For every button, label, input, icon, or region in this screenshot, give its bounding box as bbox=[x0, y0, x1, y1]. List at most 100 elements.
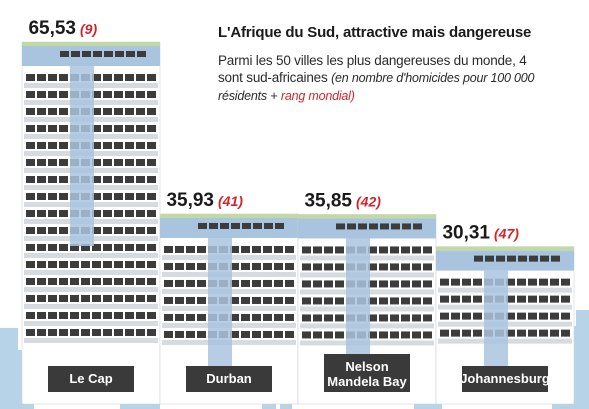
window bbox=[230, 313, 239, 321]
window bbox=[147, 193, 156, 200]
roof-window bbox=[93, 51, 102, 57]
window bbox=[103, 159, 112, 166]
roof-window bbox=[71, 51, 80, 57]
window bbox=[147, 261, 156, 268]
window bbox=[114, 210, 123, 217]
window bbox=[423, 263, 432, 271]
building-bar: 35,93 (41) Durban bbox=[159, 190, 299, 405]
window bbox=[136, 159, 145, 166]
window bbox=[252, 245, 261, 253]
window bbox=[114, 91, 123, 98]
window bbox=[81, 312, 90, 319]
window bbox=[412, 297, 421, 305]
window bbox=[379, 297, 388, 305]
window bbox=[136, 142, 145, 149]
roof-window-strip bbox=[198, 222, 284, 229]
window bbox=[368, 314, 377, 322]
window bbox=[263, 330, 272, 338]
window bbox=[561, 295, 570, 303]
window bbox=[517, 329, 526, 337]
window bbox=[197, 279, 206, 287]
window bbox=[125, 176, 134, 183]
window bbox=[506, 278, 515, 286]
window bbox=[48, 261, 57, 268]
window bbox=[186, 262, 195, 270]
window bbox=[103, 125, 112, 132]
floor-stripe bbox=[24, 287, 158, 292]
window bbox=[175, 296, 184, 304]
window bbox=[462, 295, 471, 303]
window bbox=[263, 262, 272, 270]
window bbox=[451, 329, 460, 337]
window bbox=[48, 91, 57, 98]
window bbox=[401, 297, 410, 305]
window bbox=[335, 314, 344, 322]
window bbox=[230, 296, 239, 304]
window bbox=[412, 314, 421, 322]
window bbox=[136, 261, 145, 268]
window bbox=[136, 278, 145, 285]
window bbox=[368, 280, 377, 288]
window bbox=[252, 296, 261, 304]
roof-window bbox=[60, 51, 69, 57]
building-roof-stripe bbox=[160, 213, 298, 218]
window bbox=[175, 313, 184, 321]
window bbox=[70, 295, 79, 302]
window bbox=[136, 125, 145, 132]
window bbox=[539, 278, 548, 286]
window bbox=[92, 295, 101, 302]
window bbox=[48, 125, 57, 132]
window bbox=[440, 329, 449, 337]
window bbox=[37, 210, 46, 217]
window bbox=[92, 261, 101, 268]
window bbox=[451, 312, 460, 320]
window bbox=[550, 329, 559, 337]
rank-label: (47) bbox=[494, 226, 519, 242]
window bbox=[59, 227, 68, 234]
window bbox=[26, 159, 35, 166]
window bbox=[136, 108, 145, 115]
window bbox=[539, 295, 548, 303]
window bbox=[561, 312, 570, 320]
value-label: 35,85 bbox=[304, 190, 352, 211]
window bbox=[103, 278, 112, 285]
window bbox=[136, 176, 145, 183]
window bbox=[517, 295, 526, 303]
window bbox=[70, 278, 79, 285]
window bbox=[324, 297, 333, 305]
window bbox=[48, 227, 57, 234]
window bbox=[313, 280, 322, 288]
category-label: Mandela Bay bbox=[327, 374, 407, 389]
window bbox=[59, 278, 68, 285]
window bbox=[26, 108, 35, 115]
window bbox=[114, 125, 123, 132]
category-label: Le Cap bbox=[69, 371, 112, 386]
window bbox=[285, 330, 294, 338]
roof-window-strip bbox=[336, 223, 422, 230]
building-column bbox=[70, 66, 94, 246]
window bbox=[37, 142, 46, 149]
window bbox=[302, 331, 311, 339]
window bbox=[241, 279, 250, 287]
window bbox=[412, 331, 421, 339]
window bbox=[26, 142, 35, 149]
roof-window bbox=[380, 223, 389, 230]
window bbox=[175, 330, 184, 338]
window bbox=[401, 280, 410, 288]
window bbox=[164, 296, 173, 304]
window bbox=[462, 278, 471, 286]
window bbox=[324, 263, 333, 271]
window bbox=[274, 313, 283, 321]
window bbox=[147, 159, 156, 166]
window bbox=[136, 244, 145, 251]
window bbox=[59, 91, 68, 98]
window bbox=[136, 329, 145, 336]
window bbox=[423, 246, 432, 254]
roof-window-strip bbox=[60, 51, 146, 57]
window bbox=[125, 142, 134, 149]
building-column bbox=[208, 237, 232, 368]
value-label: 30,31 bbox=[442, 223, 490, 244]
window bbox=[390, 331, 399, 339]
window bbox=[92, 227, 101, 234]
